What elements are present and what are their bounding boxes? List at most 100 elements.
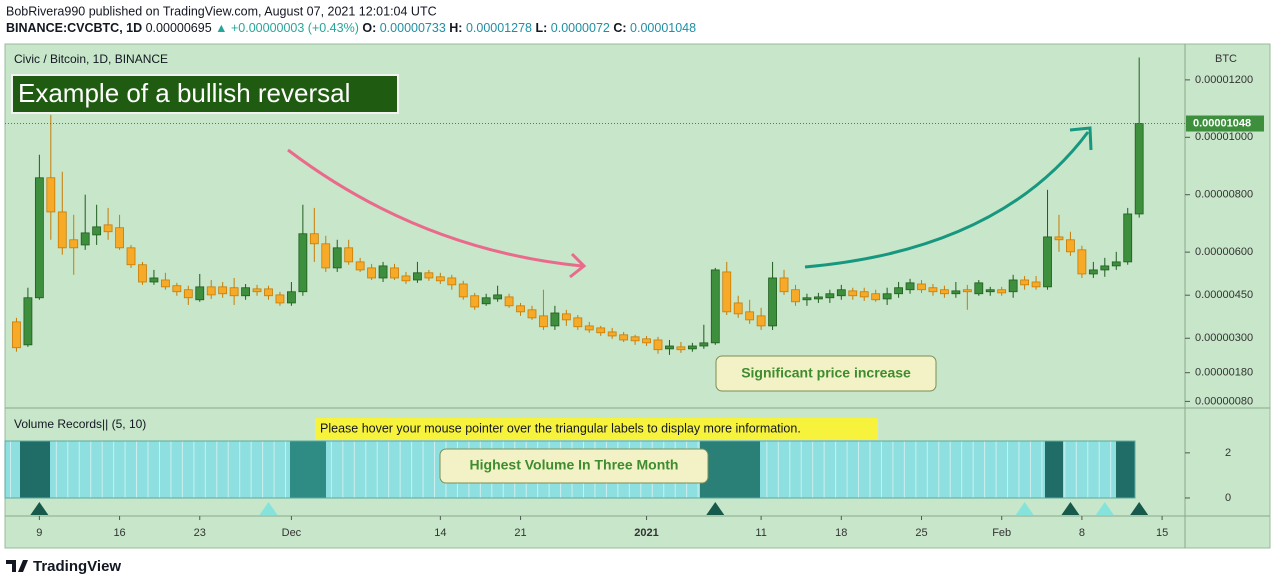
ohlc-value: 0.00001048 [630, 21, 696, 35]
candle-body [172, 285, 182, 293]
candle-body [722, 271, 732, 313]
candle-body [1123, 213, 1133, 263]
candle-body [779, 277, 789, 293]
candle-body [1134, 123, 1144, 215]
callout: Highest Volume In Three Month [470, 457, 679, 473]
triangle-marker[interactable] [1095, 502, 1114, 515]
candle-body [733, 302, 743, 315]
x-tick-label: Dec [282, 527, 302, 539]
candle-body [218, 286, 228, 295]
candle-body [905, 282, 915, 291]
candle-body [378, 265, 388, 279]
candle-body [871, 293, 881, 301]
x-tick-label: Feb [992, 527, 1011, 539]
arrow [287, 148, 583, 268]
triangle-marker[interactable] [1015, 502, 1034, 515]
candle-body [607, 331, 617, 337]
strip-dark [1116, 441, 1135, 498]
candle-body [710, 269, 720, 344]
candle-body [1088, 269, 1098, 275]
candle-body [241, 287, 250, 297]
x-tick-label: 11 [755, 527, 766, 539]
x-tick-label: 18 [835, 527, 847, 539]
candle-body [470, 295, 480, 308]
price: 0.00000695 [146, 21, 212, 35]
ohlc-label: C: [613, 21, 626, 35]
candle-body [836, 289, 846, 297]
ohlc-label: O: [362, 21, 376, 35]
currency: BTC [1215, 53, 1237, 65]
candle-body [974, 282, 984, 295]
triangle-marker[interactable] [1061, 502, 1080, 515]
candle-body [34, 177, 44, 299]
x-tick-label: 9 [36, 527, 42, 539]
last-price-label: 0.00001048 [1193, 117, 1251, 129]
candle-body [859, 291, 869, 298]
strip-dark [700, 441, 760, 498]
candle-body [676, 346, 686, 351]
y-tick-label: 0.00000300 [1195, 332, 1253, 344]
candle-body [665, 345, 674, 350]
candle-body [69, 239, 79, 249]
candle-body [23, 297, 33, 346]
candle-body [504, 296, 514, 307]
candle-body [57, 211, 67, 249]
y-tick-label: 0.00000450 [1195, 289, 1253, 301]
x-tick-label: 8 [1079, 527, 1085, 539]
candle-body [390, 267, 399, 279]
change: ▲ +0.00000003 (+0.43%) [215, 21, 359, 35]
ohlc-value: 0.00000733 [380, 21, 446, 35]
triangle-marker[interactable] [259, 502, 278, 515]
strip-dark [1045, 441, 1063, 498]
ohlc-value: 0.0000072 [551, 21, 610, 35]
candle-body [1043, 236, 1052, 288]
x-tick-label: 15 [1156, 527, 1168, 539]
candle-body [183, 289, 193, 299]
callout: Significant price increase [741, 365, 911, 381]
candle-body [917, 283, 926, 291]
candle-body [997, 289, 1007, 294]
candle-body [802, 297, 812, 301]
triangle-marker[interactable] [30, 502, 49, 515]
candle-body [584, 325, 594, 331]
candle-body [596, 327, 606, 334]
y-tick-label: 0.00000800 [1195, 189, 1253, 201]
candle-body [619, 334, 629, 341]
candle-body [321, 243, 331, 269]
candle-body [298, 233, 308, 293]
candle-body [894, 287, 903, 295]
candle-body [825, 293, 835, 299]
candle-body [527, 309, 537, 319]
y-tick-label: 0.00001000 [1195, 131, 1253, 143]
candle-body [264, 288, 273, 297]
candle-body [367, 267, 377, 279]
arrow-head [1069, 126, 1093, 151]
ohlc-label: L: [535, 21, 547, 35]
candle-body [791, 289, 800, 303]
candle-body [962, 289, 972, 293]
candle-body [458, 283, 468, 298]
candle-body [275, 294, 285, 304]
candle-body [493, 294, 503, 300]
candle-body [1008, 279, 1018, 293]
triangle-marker[interactable] [1130, 502, 1149, 515]
candle-body [447, 277, 457, 286]
candle-body [206, 286, 216, 296]
candle-body [539, 315, 548, 328]
publisher: BobRivera990 published on TradingView.co… [6, 4, 437, 18]
triangle-marker[interactable] [706, 502, 725, 515]
logo: TradingView [6, 558, 121, 575]
candle-body [951, 290, 961, 295]
symbol: BINANCE:CVCBTC, 1D [6, 21, 142, 35]
candle-body [46, 177, 56, 213]
candle-body [1031, 281, 1041, 288]
y-tick-label: 0.00000180 [1195, 367, 1253, 379]
ohlc-value: 0.00001278 [466, 21, 532, 35]
candle-body [413, 272, 422, 281]
candle-body [745, 311, 755, 321]
candle-body [1066, 239, 1075, 253]
candle-body [573, 317, 583, 328]
x-tick-label: 25 [915, 527, 927, 539]
candle-body [138, 264, 147, 283]
candle-body [516, 305, 525, 313]
